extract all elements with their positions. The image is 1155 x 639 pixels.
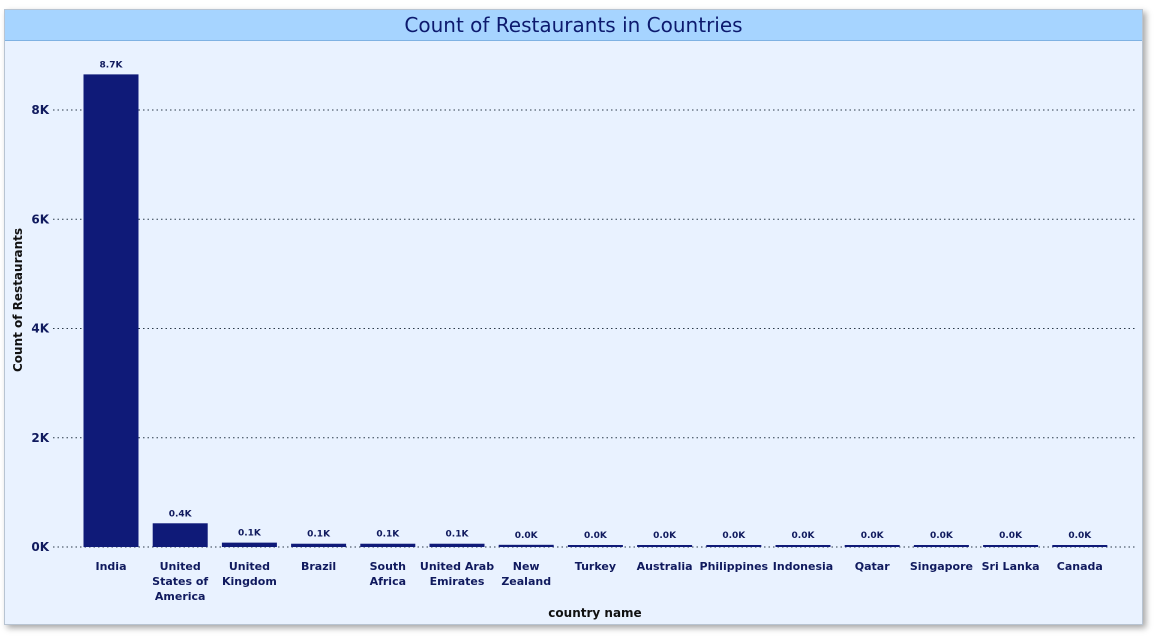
data-label: 0.0K xyxy=(1068,531,1092,541)
bar-chart: 0K 2K 4K 6K 8K 8.7K India 0.4K United States of Am… xyxy=(11,60,1137,620)
bar-india xyxy=(83,74,139,548)
x-tick-label: Sri Lanka xyxy=(982,560,1040,573)
y-tick-label: 6K xyxy=(31,212,49,226)
chart-panel: Count of Restaurants in Countries 0K 2K 4K… xyxy=(4,9,1143,625)
bar-australia xyxy=(637,545,693,547)
chart-title: Count of Restaurants in Countries xyxy=(5,10,1142,41)
bar-indonesia xyxy=(775,545,831,547)
bar-turkey xyxy=(567,545,623,547)
x-tick-label: Qatar xyxy=(855,560,890,573)
x-tick-label: Indonesia xyxy=(773,560,833,573)
x-tick-label: Brazil xyxy=(301,560,336,573)
bar-united-kingdom xyxy=(221,542,277,547)
y-tick-label: 4K xyxy=(31,322,49,336)
bar-new-zealand xyxy=(498,544,554,547)
bar-sri-lanka xyxy=(983,545,1039,547)
x-tick-label: Singapore xyxy=(910,560,973,573)
x-tick-label: Turkey xyxy=(575,560,616,573)
x-tick-label: South Africa xyxy=(370,560,406,588)
data-label: 0.1K xyxy=(238,529,262,539)
data-label: 0.0K xyxy=(861,531,885,541)
x-tick-label: New Zealand xyxy=(501,560,551,588)
data-label: 0.1K xyxy=(307,530,331,540)
y-tick-label: 8K xyxy=(31,103,49,117)
data-label: 0.0K xyxy=(792,531,816,541)
bar-united-arab-emirates xyxy=(429,543,485,547)
bar-qatar xyxy=(844,545,900,547)
x-axis-title: country name xyxy=(548,606,641,620)
x-tick-label: United States of America xyxy=(152,560,208,603)
y-axis-title: Count of Restaurants xyxy=(11,228,25,372)
bar-brazil xyxy=(291,543,347,547)
y-tick-label: 2K xyxy=(31,431,49,445)
x-tick-label: United Arab Emirates xyxy=(420,560,494,588)
bar-philippines xyxy=(706,545,762,547)
data-label: 0.0K xyxy=(653,531,677,541)
bar-united-states-of-america xyxy=(152,523,208,547)
x-tick-label: Australia xyxy=(637,560,693,573)
data-label: 0.0K xyxy=(515,531,539,541)
data-label: 0.4K xyxy=(169,509,193,519)
y-tick-label: 0K xyxy=(31,540,49,554)
bar-canada xyxy=(1052,545,1108,547)
data-label: 0.0K xyxy=(930,531,954,541)
x-tick-label: Canada xyxy=(1057,560,1103,573)
data-label: 0.1K xyxy=(446,530,470,540)
x-tick-label: Philippines xyxy=(700,560,769,573)
data-label: 8.7K xyxy=(100,60,124,70)
data-label: 0.0K xyxy=(584,531,608,541)
data-label: 0.1K xyxy=(376,530,400,540)
data-label: 0.0K xyxy=(999,531,1023,541)
bar-singapore xyxy=(913,545,969,547)
x-tick-label: United Kingdom xyxy=(222,560,277,588)
data-label: 0.0K xyxy=(722,531,746,541)
x-tick-label: India xyxy=(96,560,127,573)
bar-south-africa xyxy=(360,543,416,547)
